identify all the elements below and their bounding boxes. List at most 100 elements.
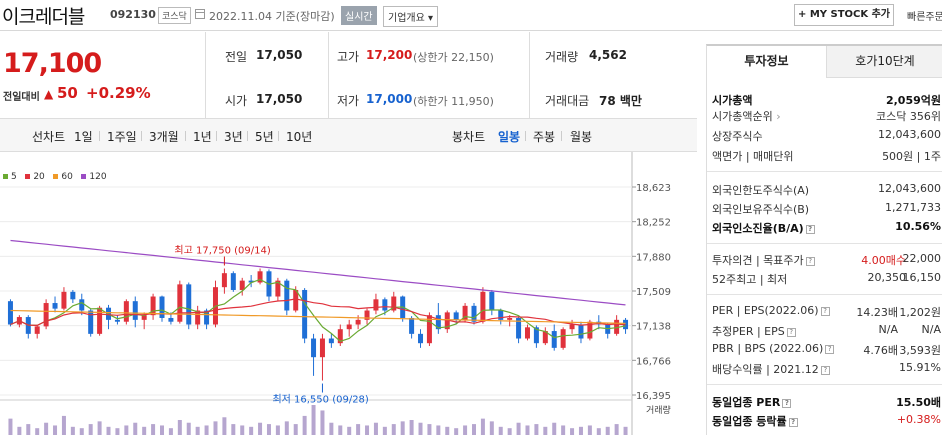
volume-bar bbox=[222, 417, 227, 435]
y-tick-label: 16,766 bbox=[636, 356, 671, 367]
candle-body bbox=[141, 315, 147, 320]
max-annotation: 최고 17,750 (09/14) bbox=[174, 245, 270, 257]
quote-table: 전일 17,050 고가 17,200 (상한가 22,150) 거래량 4,5… bbox=[205, 32, 697, 118]
volume-bar bbox=[133, 422, 138, 435]
stock-code: 092130 bbox=[110, 8, 156, 21]
add-mystock-button[interactable]: + MY STOCK 추가 bbox=[794, 4, 894, 26]
market-badge: 코스닥 bbox=[158, 7, 191, 24]
help-icon: ? bbox=[788, 417, 798, 427]
candle-monthly[interactable]: 월봉 bbox=[570, 130, 593, 144]
volume-bar bbox=[382, 426, 387, 435]
par-value-row: 액면가 | 매매단위 500원 | 1주 bbox=[712, 150, 941, 163]
volume-bar bbox=[8, 418, 13, 435]
help-icon: ? bbox=[805, 224, 815, 234]
candle-body bbox=[123, 301, 129, 322]
candle-body bbox=[337, 329, 343, 344]
volume-bar bbox=[596, 428, 601, 435]
min-annotation: 최저 16,550 (09/28) bbox=[272, 394, 368, 406]
volume-bar bbox=[489, 421, 494, 435]
period-10y[interactable]: 10년 bbox=[286, 130, 313, 144]
quick-order-link[interactable]: 빠른주문 bbox=[907, 12, 942, 23]
realtime-button[interactable]: 실시간 bbox=[341, 6, 377, 25]
candle-body bbox=[186, 284, 192, 325]
candle-body bbox=[195, 310, 201, 325]
candle-body bbox=[373, 299, 379, 311]
volume-bar bbox=[338, 425, 343, 435]
volume-bar bbox=[543, 426, 548, 435]
volume-bar bbox=[623, 426, 628, 435]
volume-bar bbox=[552, 422, 557, 435]
candle-daily[interactable]: 일봉 bbox=[498, 130, 521, 144]
volume-bar bbox=[26, 424, 31, 435]
volume-bar bbox=[44, 422, 49, 435]
high-label: 고가 bbox=[337, 50, 360, 64]
volume-bar bbox=[454, 428, 459, 435]
candle-body bbox=[578, 324, 584, 339]
period-5y[interactable]: 5년 bbox=[255, 130, 274, 144]
candle-body bbox=[551, 331, 557, 348]
volume-bar bbox=[391, 424, 396, 435]
prev-close-value: 17,050 bbox=[256, 48, 303, 62]
candle-body bbox=[88, 310, 94, 334]
candle-body bbox=[248, 280, 254, 283]
candle-body bbox=[524, 327, 530, 339]
volume-bar bbox=[53, 425, 58, 435]
volume-bar bbox=[275, 425, 280, 435]
dividend-row: 배당수익률 | 2021.12? 15.91% bbox=[712, 361, 941, 376]
market-cap-row: 시가총액 2,059억원 bbox=[712, 94, 941, 107]
period-3m[interactable]: 3개월 bbox=[149, 130, 179, 144]
candle-body bbox=[560, 329, 566, 348]
candle-body bbox=[480, 291, 486, 322]
legend-ma120: 120 bbox=[81, 172, 107, 182]
est-per-row: 추정PER | EPS? N/A N/A bbox=[712, 323, 941, 338]
period-3y[interactable]: 3년 bbox=[224, 130, 243, 144]
foreign-ratio-row: 외국인소진율(B/A)? 10.56% bbox=[712, 220, 941, 235]
amount-label: 거래대금 bbox=[545, 94, 590, 108]
candle-body bbox=[328, 338, 334, 344]
market-cap-rank-row: 시가총액순위 › 코스닥 356위 bbox=[712, 110, 941, 123]
volume-bar bbox=[516, 422, 521, 435]
candle-body bbox=[257, 271, 263, 283]
volume-bar bbox=[614, 424, 619, 435]
volume-bar bbox=[106, 426, 111, 435]
candle-body bbox=[311, 338, 317, 358]
open-value: 17,050 bbox=[256, 92, 303, 106]
volume-bar bbox=[168, 428, 173, 435]
investment-info-panel: 투자정보 호가10단계 시가총액 2,059억원 시가총액순위 › 코스닥 35… bbox=[706, 44, 942, 435]
volume-value: 4,562 bbox=[589, 48, 627, 62]
legend-ma60: 60 bbox=[53, 172, 73, 182]
candle-body bbox=[52, 303, 58, 309]
period-1d[interactable]: 1일 bbox=[74, 130, 93, 144]
volume-bar bbox=[329, 422, 334, 435]
candle-body bbox=[498, 310, 504, 320]
tab-order-book[interactable]: 호가10단계 bbox=[826, 46, 942, 78]
candle-body bbox=[346, 324, 352, 330]
tab-investment-info[interactable]: 투자정보 bbox=[707, 46, 826, 78]
volume-bar bbox=[400, 421, 405, 435]
volume-bar bbox=[240, 425, 245, 435]
volume-bar bbox=[88, 424, 93, 435]
price-chart[interactable]: 5 20 60 120 18,623 18,252 17,880 17,509 17,1… bbox=[0, 152, 697, 435]
sector-change-row: 동일업종 등락률? +0.38% bbox=[712, 413, 941, 428]
pbr-bps-row: PBR | BPS (2022.06)? 4.76배 3,593원 bbox=[712, 342, 941, 357]
amount-value: 78 백만 bbox=[599, 94, 642, 108]
candle-body bbox=[34, 326, 40, 334]
candle-body bbox=[70, 291, 76, 300]
period-1y[interactable]: 1년 bbox=[193, 130, 212, 144]
candle-weekly[interactable]: 주봉 bbox=[533, 130, 556, 144]
candle-body bbox=[516, 317, 522, 339]
candle-body bbox=[426, 315, 432, 344]
volume-bar bbox=[17, 426, 22, 435]
volume-label: 거래량 bbox=[646, 404, 671, 416]
candle-body bbox=[569, 324, 575, 330]
opinion-row: 투자의견 | 목표주가? 4.00매수 22,000 bbox=[712, 252, 941, 267]
candle-body bbox=[391, 296, 397, 311]
company-overview-dropdown[interactable]: 기업개요 ▾ bbox=[383, 6, 438, 27]
period-1w[interactable]: 1주일 bbox=[107, 130, 137, 144]
volume-bar bbox=[249, 426, 254, 435]
company-name: 이크레더블 bbox=[2, 6, 85, 28]
current-price: 17,100 bbox=[3, 48, 102, 79]
candle-body bbox=[293, 289, 299, 311]
sector-per-row: 동일업종 PER? 15.50배 bbox=[712, 396, 941, 409]
candle-body bbox=[79, 299, 85, 311]
